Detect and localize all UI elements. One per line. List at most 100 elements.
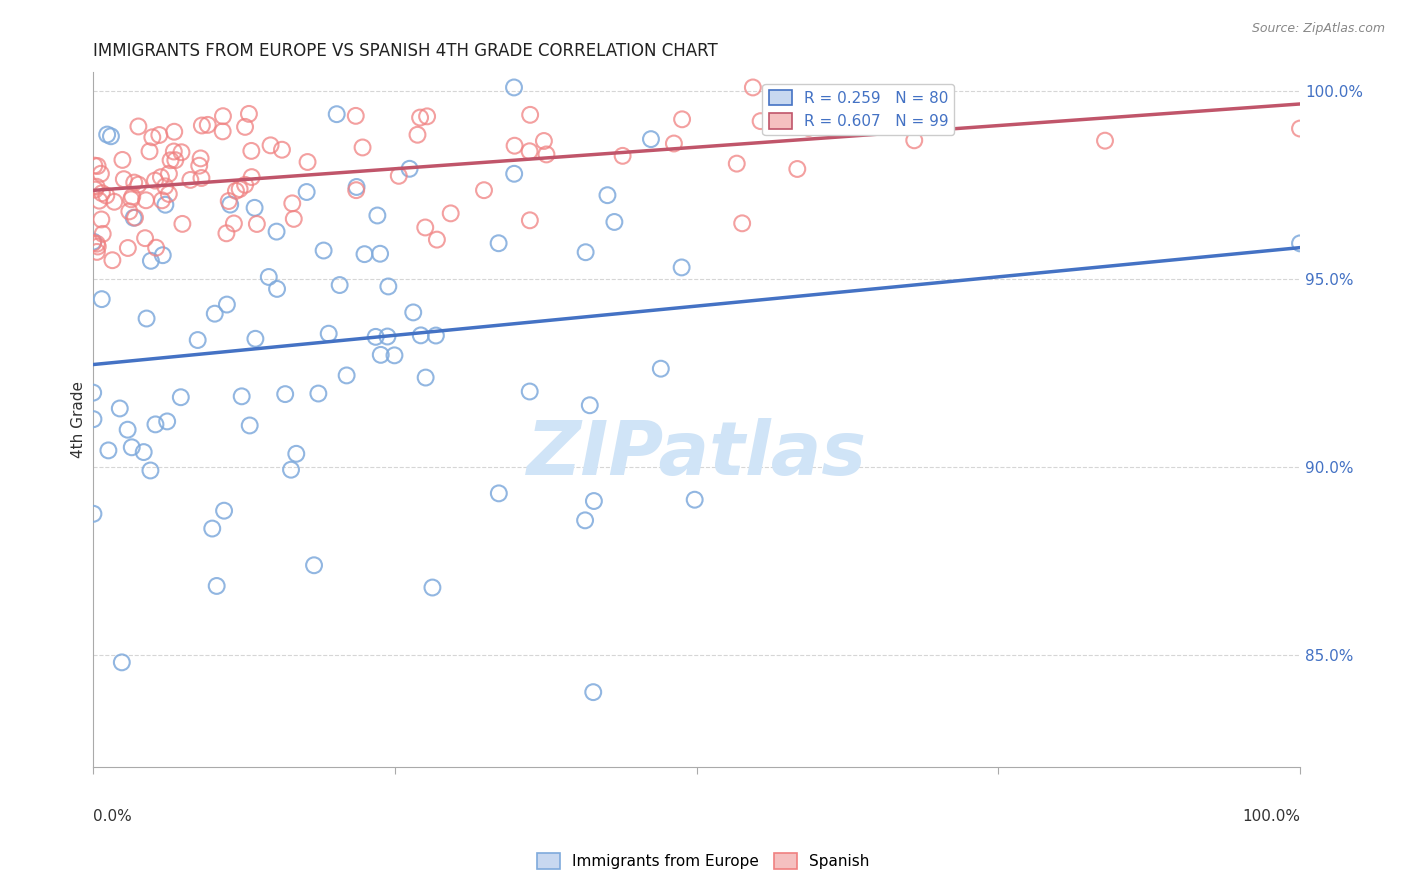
Point [215, 297, 238, 311]
Point [163, 145, 186, 159]
Point [124, 211, 146, 225]
Point [86, 244, 108, 259]
Point [211, 124, 233, 138]
Point [118, 204, 141, 219]
Point [281, 196, 304, 211]
Point [101, 253, 124, 268]
Point [731, 216, 754, 230]
Point [519, 108, 541, 122]
Point [145, 241, 167, 255]
Point [368, 246, 391, 260]
Point [139, 463, 162, 477]
Point [117, 423, 139, 437]
Point [364, 330, 387, 344]
Point [90, 292, 112, 306]
Point [233, 120, 256, 134]
Point [212, 504, 235, 518]
Point [240, 144, 263, 158]
Point [398, 161, 420, 176]
Point [283, 211, 305, 226]
Point [205, 579, 228, 593]
Point [519, 384, 541, 399]
Point [329, 278, 352, 293]
Point [134, 231, 156, 245]
Point [503, 138, 526, 153]
Point [683, 492, 706, 507]
Point [377, 329, 399, 343]
Point [188, 159, 211, 173]
Point [84, 183, 107, 197]
Point [503, 167, 526, 181]
Point [422, 581, 444, 595]
Point [650, 361, 672, 376]
Point [127, 178, 149, 192]
Point [640, 132, 662, 146]
Point [318, 326, 340, 341]
Point [111, 153, 134, 167]
Point [519, 145, 541, 159]
Point [170, 145, 193, 160]
Point [725, 156, 748, 170]
Y-axis label: 4th Grade: 4th Grade [72, 382, 86, 458]
Point [903, 133, 925, 147]
Point [1289, 121, 1312, 136]
Point [575, 245, 598, 260]
Point [384, 348, 406, 362]
Point [190, 152, 212, 166]
Point [201, 522, 224, 536]
Point [82, 235, 104, 250]
Text: IMMIGRANTS FROM EUROPE VS SPANISH 4TH GRADE CORRELATION CHART: IMMIGRANTS FROM EUROPE VS SPANISH 4TH GR… [93, 42, 718, 60]
Point [96, 188, 118, 202]
Point [519, 213, 541, 227]
Point [163, 125, 186, 139]
Point [377, 279, 399, 293]
Point [472, 183, 495, 197]
Point [582, 685, 605, 699]
Point [172, 217, 194, 231]
Point [612, 149, 634, 163]
Point [285, 447, 308, 461]
Point [1289, 236, 1312, 251]
Point [86, 236, 108, 251]
Point [96, 128, 118, 142]
Point [157, 186, 180, 201]
Point [197, 118, 219, 132]
Point [336, 368, 359, 383]
Point [671, 112, 693, 127]
Point [86, 159, 108, 173]
Point [82, 235, 104, 249]
Point [97, 443, 120, 458]
Point [228, 182, 250, 196]
Point [246, 217, 269, 231]
Point [406, 128, 429, 142]
Point [536, 147, 558, 161]
Point [82, 507, 104, 521]
Point [91, 186, 114, 201]
Point [127, 120, 149, 134]
Point [121, 440, 143, 454]
Point [596, 188, 619, 202]
Point [82, 385, 104, 400]
Point [370, 348, 392, 362]
Point [135, 311, 157, 326]
Point [139, 253, 162, 268]
Point [312, 244, 335, 258]
Point [155, 198, 177, 212]
Point [117, 241, 139, 255]
Point [87, 239, 110, 253]
Point [179, 173, 201, 187]
Point [165, 153, 187, 168]
Point [440, 206, 463, 220]
Point [103, 194, 125, 209]
Legend: R = 0.259   N = 80, R = 0.607   N = 99: R = 0.259 N = 80, R = 0.607 N = 99 [762, 84, 955, 136]
Point [159, 153, 181, 168]
Point [855, 116, 877, 130]
Point [245, 332, 267, 346]
Point [111, 656, 134, 670]
Point [83, 159, 105, 173]
Point [121, 189, 143, 203]
Text: Source: ZipAtlas.com: Source: ZipAtlas.com [1251, 22, 1385, 36]
Point [302, 558, 325, 573]
Point [415, 370, 437, 384]
Point [425, 328, 447, 343]
